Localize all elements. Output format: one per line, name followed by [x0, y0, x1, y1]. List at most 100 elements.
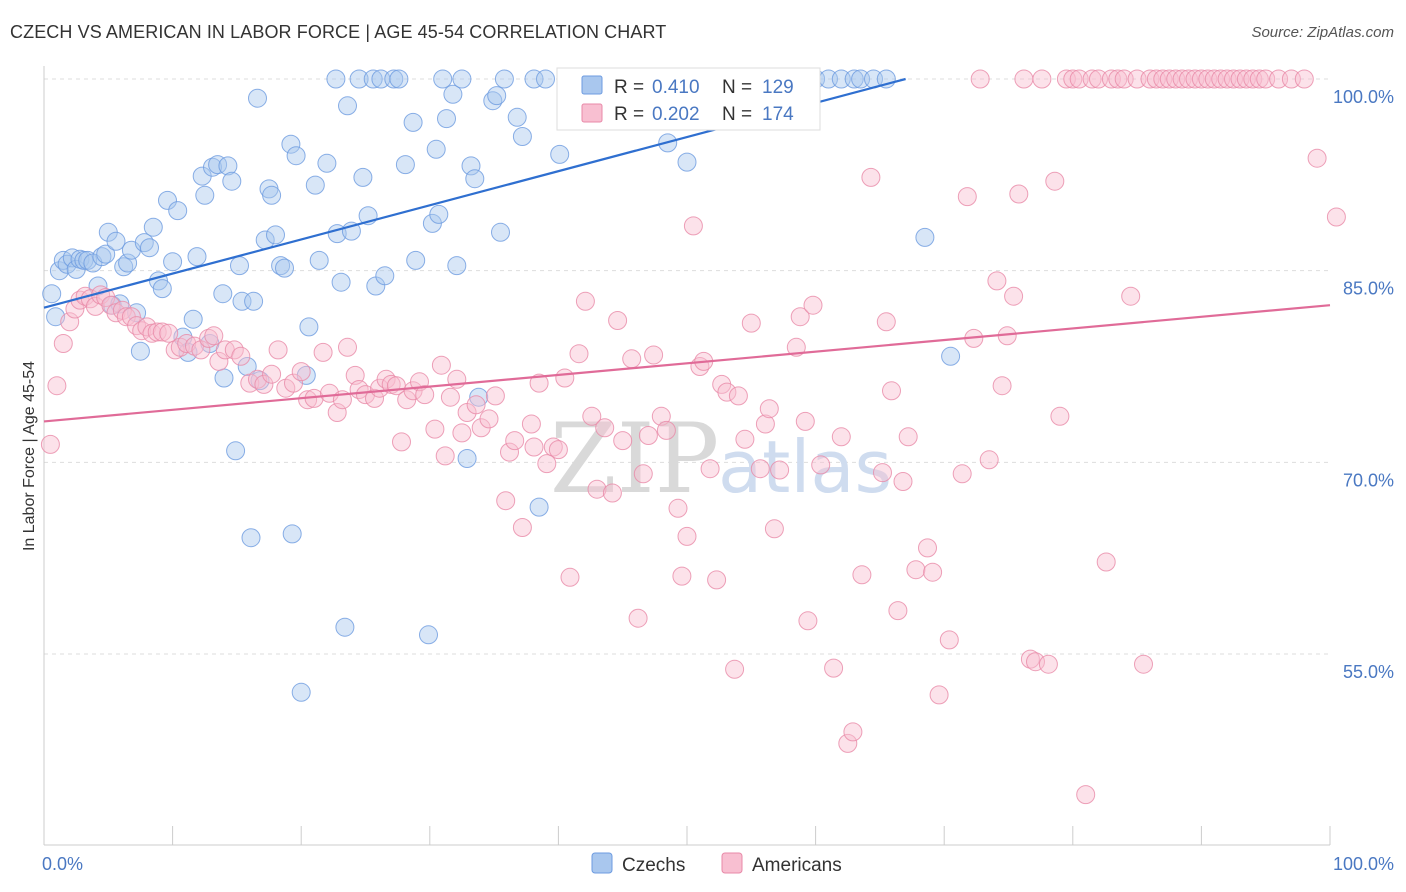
y-tick-labels: 100.0% 85.0% 70.0% 55.0%: [1333, 87, 1394, 682]
stats-r-value-czechs: 0.410: [652, 77, 700, 98]
point-czechs-102: [507, 107, 527, 127]
point-americans-188: [1243, 69, 1263, 89]
stats-legend: R = 0.410 N = 129 R = 0.202 N = 174: [556, 67, 821, 131]
point-czechs-36: [195, 185, 215, 205]
point-americans-142: [952, 464, 972, 484]
point-czechs-24: [140, 238, 159, 258]
point-americans-93: [622, 349, 642, 369]
point-czechs-91: [443, 84, 463, 104]
stats-n-label-americans: N =: [722, 104, 752, 125]
point-czechs-60: [286, 146, 306, 166]
point-americans-76: [512, 518, 532, 537]
point-americans-102: [677, 526, 697, 546]
point-americans-169: [1121, 286, 1141, 306]
point-americans-152: [1014, 69, 1034, 89]
point-czechs-18: [114, 257, 134, 277]
point-czechs-101: [494, 69, 514, 89]
point-americans-91: [608, 311, 628, 330]
point-americans-92: [613, 431, 633, 451]
point-americans-184: [1217, 69, 1237, 89]
y-tick-label-100: 100.0%: [1333, 87, 1394, 107]
point-americans-86: [575, 291, 595, 311]
point-americans-171: [1134, 654, 1153, 674]
point-czechs-104: [524, 69, 544, 89]
point-americans-116: [759, 399, 779, 419]
point-czechs-44: [226, 441, 246, 461]
point-americans-117: [764, 519, 784, 539]
watermark-zip: ZIP: [550, 403, 719, 515]
point-czechs-85: [419, 625, 438, 645]
point-americans-78: [524, 437, 544, 457]
y-tick-label-85: 85.0%: [1343, 279, 1394, 299]
x-axis-ticks: [43, 826, 1331, 845]
point-americans-23: [165, 340, 185, 360]
point-americans-180: [1191, 69, 1211, 89]
point-americans-103: [683, 216, 703, 236]
point-americans-54: [376, 369, 396, 389]
point-czechs-0: [42, 284, 62, 304]
point-americans-143: [957, 187, 977, 207]
point-americans-0: [40, 434, 60, 454]
point-americans-90: [602, 483, 622, 503]
point-americans-165: [1096, 552, 1116, 572]
point-americans-124: [811, 455, 831, 475]
point-americans-110: [725, 659, 745, 679]
point-americans-178: [1179, 69, 1198, 89]
point-americans-3: [60, 312, 80, 332]
point-czechs-87: [426, 139, 446, 159]
point-americans-187: [1236, 69, 1256, 89]
point-czechs-65: [309, 250, 329, 270]
point-czechs-2: [49, 261, 69, 281]
point-czechs-19: [118, 253, 138, 273]
point-czechs-16: [106, 231, 126, 251]
point-americans-64: [435, 446, 455, 466]
point-americans-121: [795, 411, 815, 431]
point-czechs-90: [437, 109, 456, 129]
point-americans-82: [548, 440, 568, 460]
point-czechs-38: [203, 157, 222, 177]
point-americans-27: [191, 340, 211, 360]
point-americans-168: [1114, 69, 1134, 89]
point-americans-177: [1172, 69, 1192, 89]
point-czechs-80: [384, 69, 404, 89]
point-czechs-30: [168, 201, 188, 221]
point-czechs-47: [237, 357, 257, 376]
point-czechs-34: [187, 247, 207, 267]
point-czechs-133: [844, 69, 864, 89]
point-americans-42: [298, 390, 318, 410]
point-americans-190: [1256, 69, 1276, 89]
point-czechs-83: [403, 112, 423, 132]
point-americans-137: [906, 560, 926, 580]
point-americans-99: [656, 420, 676, 440]
point-czechs-121: [677, 152, 697, 172]
point-americans-52: [365, 388, 384, 408]
point-americans-139: [923, 562, 943, 582]
point-czechs-25: [143, 217, 163, 237]
point-czechs-79: [375, 266, 395, 286]
point-americans-97: [644, 345, 664, 365]
point-czechs-54: [262, 185, 282, 205]
point-americans-151: [1009, 184, 1029, 204]
series-legend: Czechs Americans: [591, 852, 842, 876]
point-americans-37: [262, 364, 282, 384]
point-americans-185: [1224, 69, 1243, 89]
point-americans-127: [838, 733, 858, 753]
point-americans-174: [1153, 69, 1173, 89]
point-czechs-67: [326, 69, 346, 89]
point-americans-72: [485, 386, 505, 406]
point-americans-46: [327, 403, 347, 422]
point-czechs-58: [281, 134, 301, 154]
point-americans-112: [735, 429, 755, 449]
point-americans-148: [992, 376, 1012, 396]
point-americans-25: [177, 334, 197, 353]
point-americans-160: [1063, 69, 1083, 89]
point-americans-29: [204, 326, 224, 346]
point-americans-161: [1069, 69, 1089, 89]
point-americans-119: [786, 337, 806, 357]
point-americans-192: [1281, 69, 1301, 89]
point-americans-157: [1045, 171, 1065, 191]
point-czechs-82: [395, 155, 415, 175]
point-americans-100: [668, 498, 688, 518]
watermark: ZIP atlas: [550, 403, 892, 515]
point-czechs-9: [78, 250, 98, 270]
